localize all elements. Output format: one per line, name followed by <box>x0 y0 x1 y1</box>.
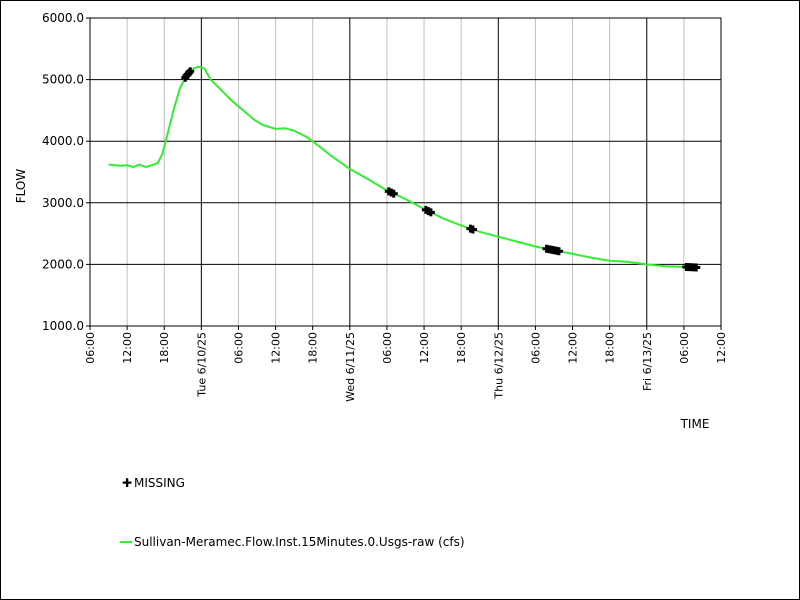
x-tick-label: 06:00 <box>529 332 542 364</box>
x-tick-label: 12:00 <box>418 332 431 364</box>
x-tick-label: 18:00 <box>455 332 468 364</box>
x-tick-label: Tue 6/10/25 <box>195 332 208 398</box>
x-tick-label: 12:00 <box>270 332 283 364</box>
y-tick-label: 2000.0 <box>42 257 84 271</box>
x-tick-label: 12:00 <box>121 332 134 364</box>
x-tick-label: 12:00 <box>715 332 728 364</box>
missing-marker-icon: ✚ <box>121 476 133 490</box>
x-tick-label: Wed 6/11/25 <box>344 332 357 402</box>
legend-series-label: Sullivan-Meramec.Flow.Inst.15Minutes.0.U… <box>134 535 465 549</box>
x-tick-label: 06:00 <box>84 332 97 364</box>
x-tick-label: 18:00 <box>604 332 617 364</box>
x-axis-label: TIME <box>680 417 710 431</box>
x-tick-label: Thu 6/12/25 <box>492 332 505 400</box>
legend-series: Sullivan-Meramec.Flow.Inst.15Minutes.0.U… <box>120 535 465 549</box>
y-tick-label: 3000.0 <box>42 196 84 210</box>
x-tick-label: 12:00 <box>567 332 580 364</box>
x-tick-label: Fri 6/13/25 <box>641 332 654 391</box>
x-tick-label: 18:00 <box>158 332 171 364</box>
series-line-icon <box>120 541 132 543</box>
y-tick-label: 4000.0 <box>42 134 84 148</box>
x-tick-label: 06:00 <box>232 332 245 364</box>
x-tick-label: 06:00 <box>381 332 394 364</box>
legend-missing-label: MISSING <box>134 476 185 490</box>
plot-area <box>90 18 721 326</box>
x-tick-label: 18:00 <box>307 332 320 364</box>
x-tick-label: 06:00 <box>678 332 691 364</box>
y-axis-label: FLOW <box>14 169 28 204</box>
plot-border <box>89 17 722 327</box>
y-tick-label: 1000.0 <box>42 319 84 333</box>
legend-missing: ✚ MISSING <box>120 476 185 490</box>
y-tick-label: 6000.0 <box>42 11 84 25</box>
y-tick-label: 5000.0 <box>42 73 84 87</box>
